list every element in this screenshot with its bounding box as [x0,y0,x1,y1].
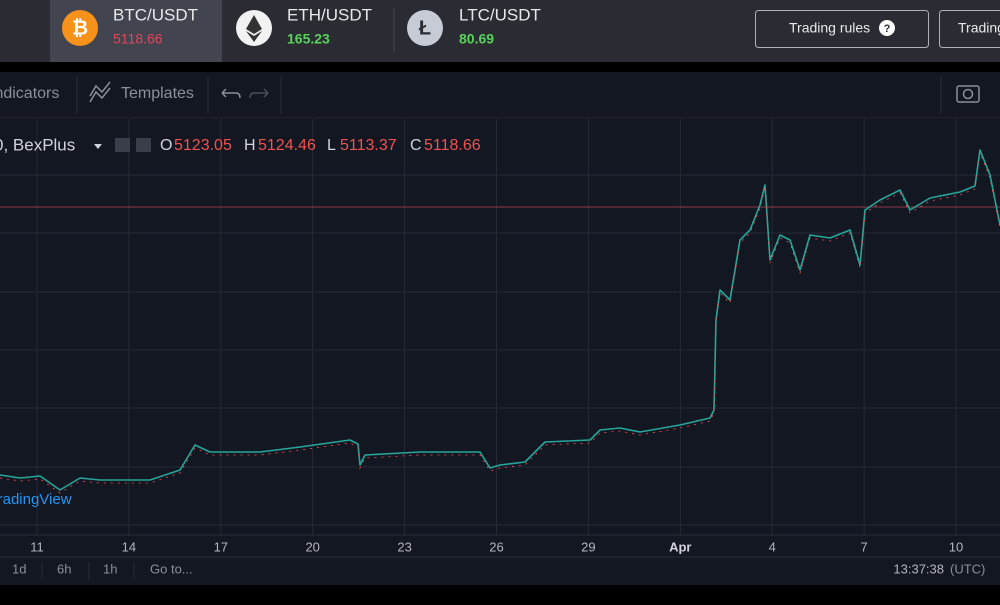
x-tick-label: 17 [214,539,228,554]
help-mark: ? [884,23,891,35]
range-button[interactable]: 6h [57,561,71,576]
ohlc-label: C [410,137,422,154]
x-tick-label: 10 [949,539,963,554]
price: 5118.66 [113,31,163,47]
x-tick-label: 14 [122,539,136,554]
ltc-symbol: Ł [419,17,431,39]
ohlc-value: 5113.37 [340,137,397,154]
button-label: Trading [958,20,1000,36]
toolbar-button[interactable]: Templates [121,85,194,102]
ohlc-label: H [244,137,256,154]
x-tick-label: 11 [30,539,44,554]
timezone[interactable]: (UTC) [950,561,985,576]
chart-area [0,119,1000,535]
range-button[interactable]: 1h [103,561,117,576]
price: 80.69 [459,31,494,47]
x-tick-label: 23 [397,539,411,554]
ohlc-label: O [160,137,172,154]
settings-icon[interactable] [136,138,151,152]
x-tick-label: 26 [489,539,503,554]
pair: LTC/USDT [459,5,541,24]
btc-symbol: ₿ [72,17,88,39]
x-tick-label: 20 [305,539,319,554]
price: 165.23 [287,31,330,47]
x-tick-label: 7 [860,539,867,554]
ohlc-label: L [327,137,336,154]
symbol-label: 0, BexPlus [0,135,75,154]
button-label: Trading rules [789,20,870,36]
x-tick-label: 4 [769,539,776,554]
ohlc-value: 5118.66 [424,137,481,154]
pair: BTC/USDT [113,5,198,24]
goto-button[interactable]: Go to... [150,561,193,576]
x-tick-label: Apr [669,539,691,554]
x-tick-label: 29 [581,539,595,554]
watermark: TradingView [0,491,72,508]
range-button[interactable]: 1d [12,561,26,576]
toolbar-button[interactable]: Indicators [0,85,59,102]
ohlc-value: 5124.46 [258,137,316,154]
clock: 13:37:38 [893,561,944,576]
ohlc-value: 5123.05 [174,137,232,154]
settings-icon[interactable] [115,138,130,152]
pair: ETH/USDT [287,5,372,24]
